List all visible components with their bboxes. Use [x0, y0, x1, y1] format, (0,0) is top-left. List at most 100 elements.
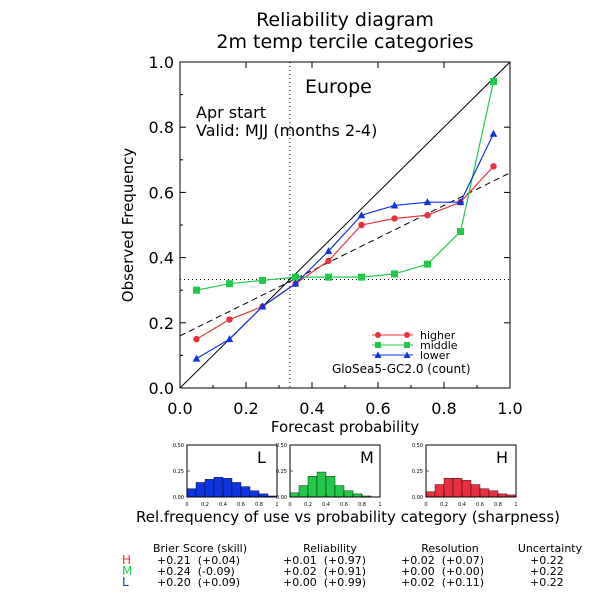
valid-label: Valid: MJJ (months 2-4) — [196, 121, 377, 140]
legend-marker-lower — [374, 351, 382, 358]
point-middle — [325, 273, 332, 281]
sharpness-x-tick: 1 — [275, 502, 278, 508]
sharpness-bar — [334, 485, 345, 498]
point-higher — [490, 163, 497, 170]
sharpness-y-tick: 0.25 — [276, 469, 287, 475]
score-header: Brier Score (skill) — [153, 542, 247, 555]
score-cell: +0.02 (+0.91) — [283, 565, 366, 578]
y-tick-label: 0.2 — [149, 314, 174, 333]
sharpness-bar — [479, 488, 490, 498]
sharpness-bar — [452, 478, 463, 498]
point-middle — [358, 273, 365, 281]
sharpness-y-tick: 0.00 — [276, 495, 287, 501]
point-higher — [424, 212, 431, 219]
y-tick-label: 0.6 — [149, 183, 174, 202]
sharpness-caption: Rel.frequency of use vs probability cate… — [136, 508, 560, 526]
sharpness-bar — [222, 478, 233, 498]
legend-label-lower: lower — [420, 349, 451, 362]
score-table: Brier Score (skill) Reliability Resolution… — [122, 542, 583, 589]
sharpness-bar — [195, 482, 206, 498]
series-line-middle — [196, 81, 495, 291]
x-tick-label: 0.6 — [365, 399, 390, 418]
score-cell: +0.00 (+0.00) — [401, 565, 484, 578]
x-axis-label: Forecast probability — [271, 418, 419, 436]
score-header: Resolution — [421, 542, 479, 555]
score-header: Uncertainty — [518, 542, 583, 555]
point-middle — [193, 286, 200, 294]
legend-label-higher: higher — [420, 329, 456, 342]
sharpness-y-tick: 0.25 — [173, 469, 184, 475]
point-lower — [192, 354, 201, 362]
point-higher — [325, 257, 332, 265]
point-middle — [490, 78, 497, 86]
point-lower — [324, 247, 333, 255]
point-higher — [226, 316, 233, 323]
point-lower — [489, 129, 498, 137]
sharpness-y-tick: 0.50 — [276, 443, 287, 449]
legend-marker-higher — [375, 332, 381, 338]
score-header: Reliability — [303, 542, 357, 555]
x-tick-label: 0.8 — [431, 399, 456, 418]
point-lower — [357, 211, 366, 219]
chart-title-line1: Reliability diagram — [256, 9, 434, 31]
sharpness-x-tick: 0.4 — [458, 502, 466, 508]
sharpness-bar — [461, 480, 472, 498]
point-lower — [456, 198, 465, 206]
sharpness-bar — [488, 490, 499, 498]
point-middle — [457, 228, 464, 236]
point-middle — [259, 276, 266, 284]
score-cell: +0.02 (+0.11) — [401, 576, 484, 589]
point-higher — [391, 215, 398, 222]
sharpness-x-tick: 0.8 — [358, 502, 366, 508]
legend-marker-middle-end — [404, 342, 410, 348]
point-higher — [193, 335, 200, 343]
sharpness-x-tick: 0.2 — [304, 502, 312, 508]
point-lower — [291, 279, 300, 287]
chart-title-line2: 2m temp tercile categories — [216, 31, 473, 53]
sharpness-x-tick: 1 — [378, 502, 381, 508]
point-middle — [391, 270, 398, 278]
sharpness-x-tick: 0 — [424, 502, 427, 508]
reliability-plot: 0.0 0.2 0.4 0.6 0.8 1.0 0.0 0.2 0.4 0.6 0.8 1.0 Eu… — [119, 53, 523, 436]
score-cell: +0.00 (+0.99) — [283, 576, 366, 589]
sharpness-y-tick: 0.50 — [412, 443, 423, 449]
sharpness-x-tick: 0.2 — [440, 502, 448, 508]
score-cell: +0.20 (+0.09) — [157, 576, 240, 589]
sharpness-y-tick: 0.25 — [412, 469, 423, 475]
point-middle — [226, 280, 233, 288]
point-lower — [258, 302, 267, 310]
sharpness-x-tick: 0 — [185, 502, 188, 508]
sharpness-x-tick: 0 — [288, 502, 291, 508]
point-lower — [423, 198, 432, 206]
model-label: GloSea5-GC2.0 (count) — [332, 362, 471, 376]
score-cell: +0.22 — [530, 576, 564, 589]
point-middle — [424, 260, 431, 268]
y-tick-label: 0.4 — [149, 249, 174, 268]
region-label: Europe — [305, 76, 372, 98]
score-cell: +0.02 (+0.07) — [401, 554, 484, 567]
sharpness-bar — [249, 490, 260, 498]
sharpness-x-tick: 0.6 — [340, 502, 348, 508]
score-row-label: H — [122, 553, 131, 567]
sharpness-bar — [443, 478, 454, 498]
sharpness-bar — [231, 482, 242, 498]
sharpness-x-tick: 0.6 — [476, 502, 484, 508]
sharpness-x-tick: 0.4 — [219, 502, 227, 508]
regression-dashed-line — [179, 172, 511, 337]
sharpness-bar — [307, 476, 318, 498]
y-axis-label: Observed Frequency — [119, 148, 137, 303]
y-tick-label: 0.0 — [149, 379, 174, 398]
sharpness-bar — [298, 485, 309, 498]
score-cell: +0.22 — [530, 554, 564, 567]
score-row-label: M — [122, 564, 132, 578]
sharpness-bar — [204, 479, 215, 498]
x-tick-label: 0.4 — [299, 399, 324, 418]
x-tick-label: 0.0 — [167, 399, 192, 418]
legend-marker-middle — [375, 342, 381, 348]
sharpness-x-tick: 0.2 — [201, 502, 209, 508]
sharpness-bar — [240, 486, 251, 498]
sharpness-panel-L: L 0.50 0.25 0.000 0.2 0.4 0.6 0.8 1 — [173, 443, 279, 508]
sharpness-panel-label: H — [496, 448, 508, 467]
sharpness-y-tick: 0.00 — [173, 495, 184, 501]
point-higher — [358, 221, 365, 229]
